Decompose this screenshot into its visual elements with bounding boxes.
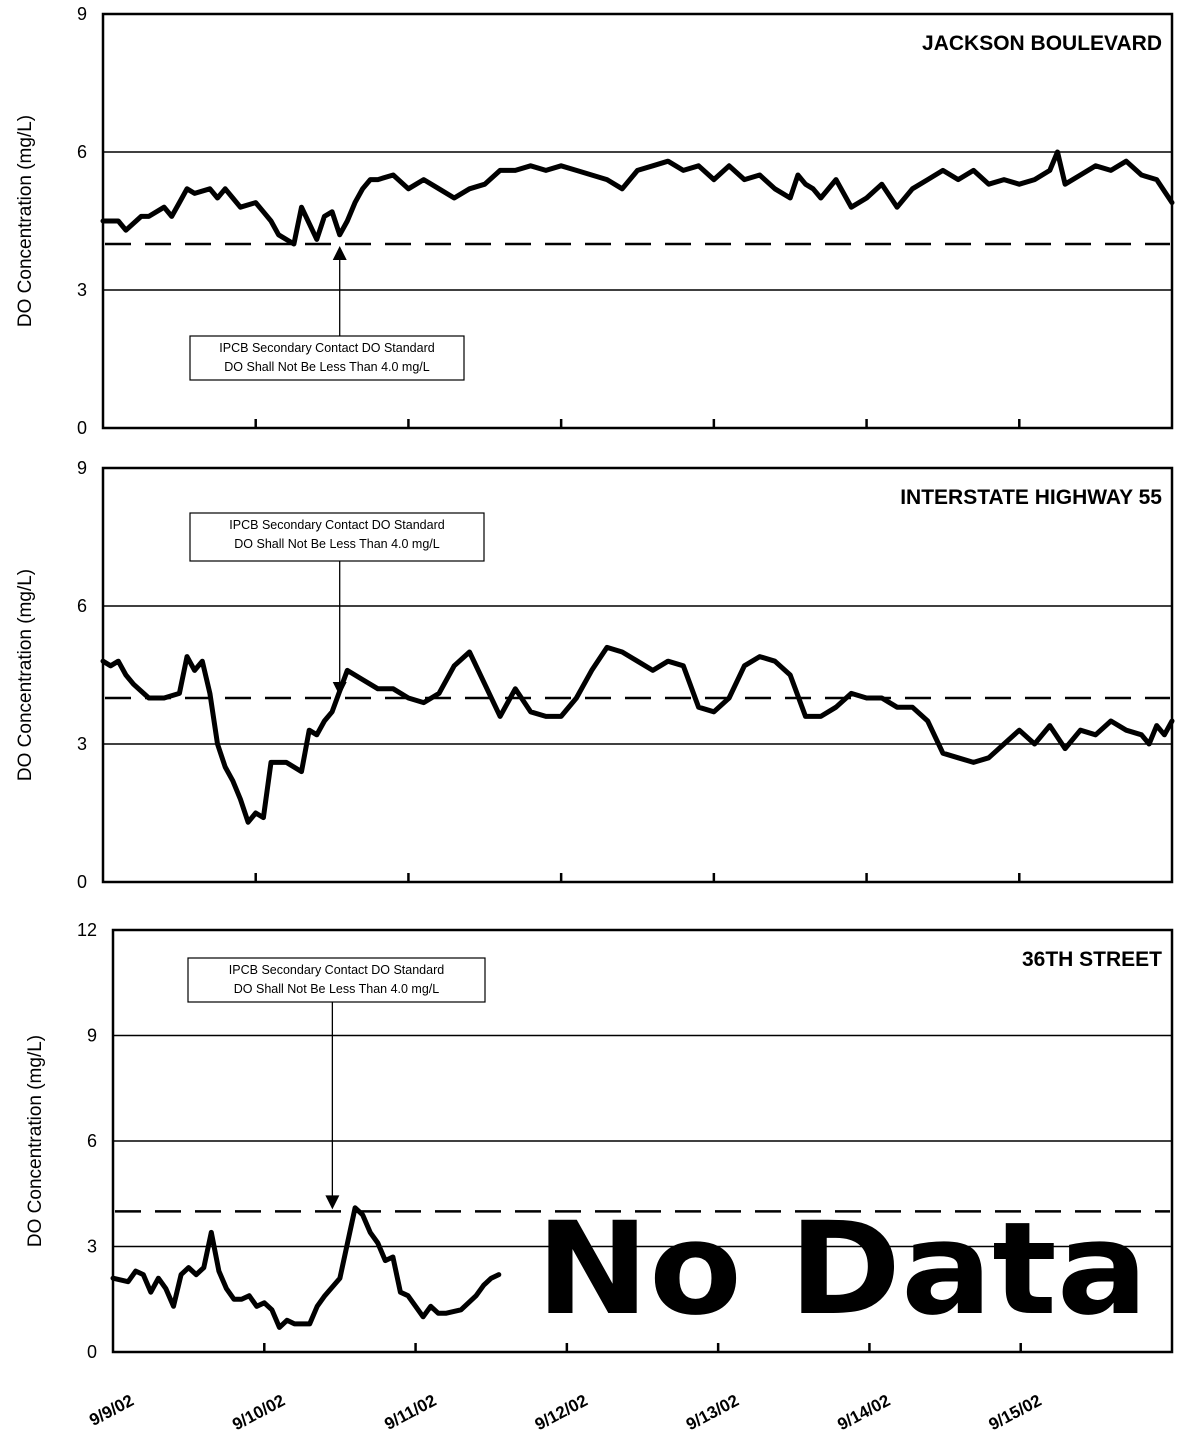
annotation-text: IPCB Secondary Contact DO Standard — [219, 341, 434, 355]
annotation-text: DO Shall Not Be Less Than 4.0 mg/L — [234, 537, 439, 551]
annotation-text: IPCB Secondary Contact DO Standard — [229, 963, 444, 977]
arrow-head — [332, 682, 347, 696]
y-tick-label: 9 — [77, 458, 87, 478]
station-title: JACKSON BOULEVARD — [922, 32, 1162, 55]
y-tick-label: 6 — [77, 596, 87, 616]
y-tick-label: 12 — [77, 920, 97, 940]
plot-frame — [111, 928, 1174, 1354]
y-tick-label: 9 — [77, 4, 87, 24]
x-tick-label: 9/14/02 — [834, 1391, 893, 1434]
annotation-text: IPCB Secondary Contact DO Standard — [229, 518, 444, 532]
plot-frame — [101, 466, 1174, 884]
arrow-head — [325, 1195, 340, 1210]
annotation-text: DO Shall Not Be Less Than 4.0 mg/L — [234, 982, 439, 996]
series-line — [110, 1205, 502, 1330]
y-tick-label: 9 — [87, 1026, 97, 1046]
series-line — [100, 149, 1175, 247]
panel-1: 0 3 6 9 DO Concentration (mg/L) JACKSON BOULE… — [15, 4, 1175, 438]
y-tick-label: 3 — [87, 1237, 97, 1257]
y-tick-label: 3 — [77, 280, 87, 300]
arrow-head — [332, 246, 347, 260]
y-tick-label: 3 — [77, 734, 87, 754]
y-tick-label: 0 — [77, 872, 87, 892]
x-tick-label: 9/15/02 — [986, 1391, 1045, 1434]
x-tick-label: 9/12/02 — [532, 1391, 591, 1434]
y-tick-label: 0 — [77, 418, 87, 438]
annotation-box — [187, 957, 486, 1003]
series-line — [100, 644, 1175, 825]
x-tick-label: 9/13/02 — [683, 1391, 742, 1434]
annotation-box — [189, 335, 465, 381]
x-tick-label: 9/10/02 — [229, 1391, 288, 1434]
y-axis-label: DO Concentration (mg/L) — [25, 1035, 46, 1247]
panel-2: 0 3 6 9 DO Concentration (mg/L) INTERSTATE HI… — [15, 458, 1175, 892]
annotation-text: DO Shall Not Be Less Than 4.0 mg/L — [224, 360, 429, 374]
y-axis-label: DO Concentration (mg/L) — [15, 569, 36, 781]
x-tick-label: 9/11/02 — [381, 1391, 439, 1434]
y-tick-label: 0 — [87, 1342, 97, 1362]
x-tick-label: 9/9/02 — [86, 1391, 137, 1430]
annotation-box — [189, 512, 485, 562]
y-axis-label: DO Concentration (mg/L) — [15, 115, 36, 327]
y-tick-label: 6 — [77, 142, 87, 162]
no-data-label: No Data — [536, 1195, 1148, 1344]
y-tick-label: 6 — [87, 1131, 97, 1151]
station-title: INTERSTATE HIGHWAY 55 — [900, 486, 1162, 509]
station-title: 36TH STREET — [1022, 948, 1162, 971]
panel-3: 0 3 6 9 12 DO Concentration (mg/L) 36TH STREET… — [25, 920, 1174, 1434]
